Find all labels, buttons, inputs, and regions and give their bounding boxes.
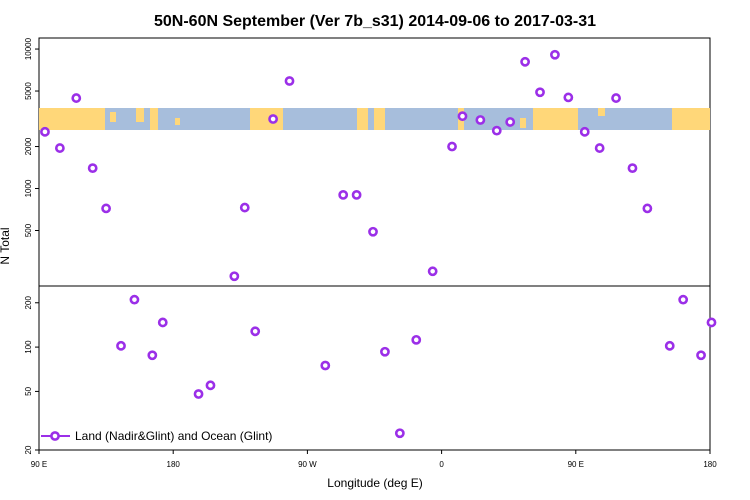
map-land-bit-3 [520,118,526,128]
x-axis: 90 E 180 90 W 0 90 E 180 [31,450,717,469]
data-point-upper [550,49,560,60]
data-point-lower [147,350,158,361]
y-axis-label: N Total [0,227,12,264]
data-point-upper [520,56,531,67]
data-point-upper [87,163,98,174]
data-point-upper [338,189,349,200]
data-point-lower [157,317,168,328]
legend-marker [50,431,60,441]
y-lower-tick-label: 100 [24,340,33,354]
x-tick-label: 90 E [568,460,584,469]
data-point-upper [611,93,621,103]
map-land-bit-1 [136,108,144,122]
data-point-lower [706,317,717,328]
data-point-upper [427,266,438,277]
plot-frame-upper [38,37,711,287]
y-lower-tick-label: 50 [24,386,33,395]
x-tick-label: 180 [703,460,717,469]
map-ocean-1 [158,108,250,130]
map-ocean-3 [368,108,374,130]
y-upper-tick-label: 5000 [24,82,33,100]
x-tick-label: 180 [167,460,181,469]
data-point-upper [71,93,82,103]
data-point-lower [664,340,675,351]
data-point-lower [129,294,140,305]
y-upper-tick-label: 500 [24,223,33,237]
data-point-upper [594,143,605,153]
plot-frame-lower [38,285,711,451]
y-axis-lower: 20 50 100 200 [24,296,39,454]
data-point-upper [505,117,516,127]
data-point-upper [642,203,653,214]
data-point-upper [239,202,250,213]
data-point-upper [351,189,362,200]
map-land-bit-4 [598,108,605,116]
data-point-lower [205,380,216,391]
data-point-lower [116,340,126,351]
data-point-upper [579,126,590,137]
chart-title: 50N-60N September (Ver 7b_s31) 2014-09-0… [154,13,596,30]
data-point-upper [284,76,295,86]
data-point-upper [40,126,50,137]
legend: Land (Nadir&Glint) and Ocean (Glint) [41,429,272,443]
map-ocean-4 [385,108,458,130]
map-ocean-2 [283,108,357,130]
data-point-lower [250,326,261,337]
y-lower-tick-label: 20 [24,445,33,454]
data-point-upper [627,163,638,174]
world-map-strip [39,108,710,130]
data-points [40,49,717,439]
y-axis-upper: 500 1000 2000 5000 10000 [24,37,39,237]
data-point-upper [101,203,111,214]
data-point-upper [457,111,468,122]
y-upper-tick-label: 10000 [24,37,33,60]
data-point-upper [447,141,457,152]
data-point-upper [229,271,240,282]
data-point-lower [193,389,204,399]
map-ocean-6 [578,108,672,130]
data-point-upper [535,87,545,98]
y-upper-tick-label: 1000 [24,179,33,197]
x-axis-label: Longitude (deg E) [327,476,422,490]
legend-label: Land (Nadir&Glint) and Ocean (Glint) [75,429,272,443]
data-point-upper [563,92,574,103]
map-land-bit-0 [110,112,116,122]
data-point-lower [678,294,689,305]
data-point-lower [394,428,405,439]
map-land-bit-2 [175,118,180,125]
data-point-upper [491,125,502,136]
x-tick-label: 90 W [298,460,317,469]
data-point-upper [475,115,486,125]
y-upper-tick-label: 2000 [24,137,33,155]
data-point-upper [368,226,378,237]
x-tick-label: 0 [439,460,444,469]
data-point-lower [411,334,422,345]
y-lower-tick-label: 200 [24,296,33,310]
data-point-upper [268,114,279,124]
x-tick-label: 90 E [31,460,47,469]
data-point-lower [696,350,706,361]
data-point-lower [380,346,390,357]
data-point-upper [54,143,65,153]
data-point-lower [320,360,331,371]
